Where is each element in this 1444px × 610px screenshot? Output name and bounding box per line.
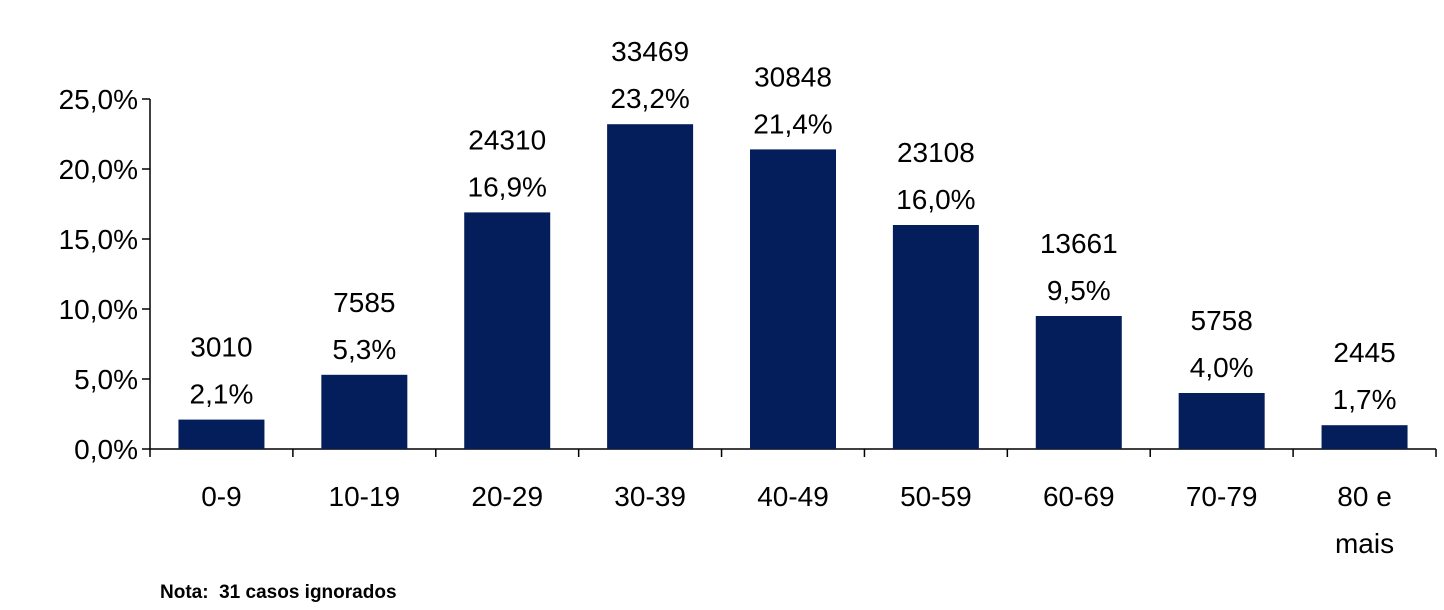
- bar: [1035, 316, 1122, 449]
- data-label-percent: 16,0%: [896, 184, 975, 215]
- y-tick-label: 15,0%: [59, 224, 138, 255]
- data-label-count: 30848: [754, 61, 832, 92]
- data-label-count: 33469: [611, 36, 689, 67]
- x-tick-label: 40-49: [757, 481, 829, 512]
- y-tick-label: 0,0%: [74, 434, 138, 465]
- x-tick-label: 10-19: [329, 481, 401, 512]
- bars: [178, 124, 1408, 449]
- y-tick-label: 5,0%: [74, 364, 138, 395]
- data-label-percent: 2,1%: [190, 379, 254, 410]
- data-label-count: 23108: [897, 137, 975, 168]
- y-tick-label: 20,0%: [59, 154, 138, 185]
- data-label-count: 3010: [190, 332, 252, 363]
- bar: [892, 225, 979, 449]
- x-tick-label: 20-29: [471, 481, 543, 512]
- data-labels: 2,1% 3010 5,3% 7585 16,9% 24310 23,2% 33469 21,4…: [190, 36, 1397, 415]
- bar: [750, 149, 836, 449]
- data-label-percent: 1,7%: [1333, 384, 1397, 415]
- footnote: Nota: 31 casos ignorados: [160, 582, 397, 603]
- data-label-percent: 9,5%: [1047, 275, 1111, 306]
- data-label-percent: 23,2%: [610, 83, 689, 114]
- data-label-percent: 21,4%: [753, 108, 832, 139]
- bar: [1321, 425, 1408, 449]
- x-tick-label: 0-9: [201, 481, 241, 512]
- x-tick-label: 50-59: [900, 481, 972, 512]
- x-tick-label: 70-79: [1186, 481, 1258, 512]
- data-label-percent: 5,3%: [332, 334, 396, 365]
- data-label-count: 7585: [333, 287, 395, 318]
- tick-labels: 0,0% 5,0% 10,0% 15,0% 20,0% 25,0% 0-9 10-19 20-2…: [59, 84, 1395, 559]
- data-label-percent: 4,0%: [1190, 352, 1254, 383]
- bar: [321, 374, 408, 449]
- data-label-percent: 16,9%: [468, 171, 547, 202]
- bar: [464, 212, 551, 449]
- data-label-count: 2445: [1333, 337, 1395, 368]
- data-label-count: 13661: [1040, 228, 1118, 259]
- bar: [1178, 393, 1265, 449]
- data-label-count: 24310: [468, 124, 546, 155]
- y-tick-label: 25,0%: [59, 84, 138, 115]
- x-tick-label: 80 e mais: [1335, 481, 1394, 559]
- x-tick-label: 60-69: [1043, 481, 1115, 512]
- y-tick-label: 10,0%: [59, 294, 138, 325]
- x-tick-label: 30-39: [614, 481, 686, 512]
- data-label-count: 5758: [1191, 305, 1253, 336]
- bar: [607, 124, 694, 449]
- bar: [178, 419, 265, 449]
